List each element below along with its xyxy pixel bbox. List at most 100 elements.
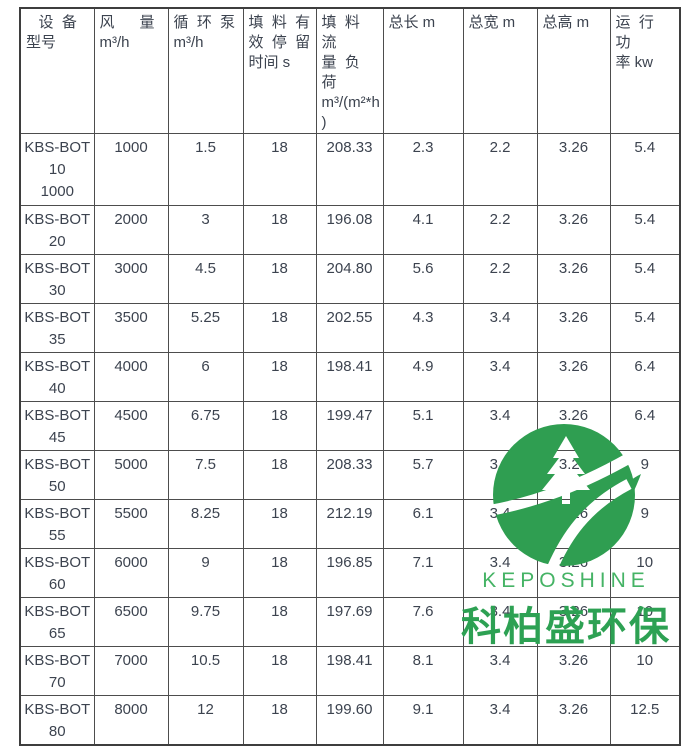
spec-table: 设 备 型号风 量 m³/h 循 环 泵 m³/h 填 料 有 效 停 留 时间 s… <box>19 7 681 746</box>
model-cell: KBS-BOT 60 <box>19 548 95 598</box>
value-cell: 208.33 <box>315 450 384 500</box>
value-cell: 10 <box>609 597 681 647</box>
column-header: 总长 m <box>382 7 464 134</box>
model-cell: KBS-BOT 50 <box>19 450 95 500</box>
column-header: 总宽 m <box>462 7 538 134</box>
table-row: KBS-BOT 65 6500 9.75 18 197.69 7.6 3.4 3.26 10 <box>19 597 681 647</box>
value-cell: 3.26 <box>536 205 611 255</box>
column-header: 运 行 功 率 kw <box>609 7 681 134</box>
value-cell: 3.26 <box>536 499 611 549</box>
value-cell: 5.25 <box>167 303 244 353</box>
value-cell: 2.2 <box>462 254 538 304</box>
value-cell: 3.4 <box>462 499 538 549</box>
value-cell: 208.33 <box>315 133 384 206</box>
table-row: KBS-BOT 70 7000 10.5 18 198.41 8.1 3.4 3.26 10 <box>19 646 681 696</box>
value-cell: 9 <box>609 499 681 549</box>
column-header: 设 备 型号 <box>19 7 95 134</box>
value-cell: 5.4 <box>609 303 681 353</box>
value-cell: 4000 <box>93 352 169 402</box>
value-cell: 5.7 <box>382 450 464 500</box>
value-cell: 4500 <box>93 401 169 451</box>
model-cell: KBS-BOT 20 <box>19 205 95 255</box>
value-cell: 6.4 <box>609 401 681 451</box>
header-row: 设 备 型号风 量 m³/h 循 环 泵 m³/h 填 料 有 效 停 留 时间 s… <box>19 7 681 134</box>
value-cell: 1.5 <box>167 133 244 206</box>
value-cell: 18 <box>242 450 317 500</box>
value-cell: 3.4 <box>462 352 538 402</box>
value-cell: 3.4 <box>462 597 538 647</box>
table-row: KBS-BOT 20 2000 3 18 196.08 4.1 2.2 3.26 5.4 <box>19 205 681 255</box>
value-cell: 5.4 <box>609 205 681 255</box>
value-cell: 12.5 <box>609 695 681 746</box>
value-cell: 18 <box>242 205 317 255</box>
value-cell: 3.26 <box>536 695 611 746</box>
value-cell: 198.41 <box>315 646 384 696</box>
model-cell: KBS-BOT 55 <box>19 499 95 549</box>
value-cell: 6 <box>167 352 244 402</box>
model-cell: KBS-BOT 80 <box>19 695 95 746</box>
value-cell: 2000 <box>93 205 169 255</box>
column-header: 风 量 m³/h <box>93 7 169 134</box>
value-cell: 18 <box>242 254 317 304</box>
value-cell: 4.9 <box>382 352 464 402</box>
value-cell: 198.41 <box>315 352 384 402</box>
value-cell: 196.85 <box>315 548 384 598</box>
value-cell: 10 <box>609 548 681 598</box>
model-cell: KBS-BOT 35 <box>19 303 95 353</box>
value-cell: 3.4 <box>462 401 538 451</box>
value-cell: 18 <box>242 401 317 451</box>
model-cell: KBS-BOT 40 <box>19 352 95 402</box>
table-row: KBS-BOT 55 5500 8.25 18 212.19 6.1 3.4 3.26 9 <box>19 499 681 549</box>
value-cell: 8.25 <box>167 499 244 549</box>
value-cell: 3.4 <box>462 548 538 598</box>
model-cell: KBS-BOT 45 <box>19 401 95 451</box>
value-cell: 3000 <box>93 254 169 304</box>
value-cell: 4.3 <box>382 303 464 353</box>
value-cell: 9.1 <box>382 695 464 746</box>
value-cell: 8000 <box>93 695 169 746</box>
value-cell: 3.26 <box>536 450 611 500</box>
value-cell: 18 <box>242 352 317 402</box>
value-cell: 3500 <box>93 303 169 353</box>
value-cell: 4.1 <box>382 205 464 255</box>
value-cell: 5000 <box>93 450 169 500</box>
value-cell: 199.60 <box>315 695 384 746</box>
value-cell: 18 <box>242 597 317 647</box>
value-cell: 5.6 <box>382 254 464 304</box>
table-row: KBS-BOT 60 6000 9 18 196.85 7.1 3.4 3.26 10 <box>19 548 681 598</box>
value-cell: 6.1 <box>382 499 464 549</box>
table-row: KBS-BOT 50 5000 7.5 18 208.33 5.7 3.4 3.26 9 <box>19 450 681 500</box>
value-cell: 2.2 <box>462 205 538 255</box>
value-cell: 10.5 <box>167 646 244 696</box>
value-cell: 18 <box>242 303 317 353</box>
column-header: 循 环 泵 m³/h <box>167 7 244 134</box>
value-cell: 18 <box>242 695 317 746</box>
value-cell: 9 <box>167 548 244 598</box>
model-cell: KBS-BOT 30 <box>19 254 95 304</box>
value-cell: 18 <box>242 499 317 549</box>
column-header: 填 料 流 量 负 荷 m³/(m²*h ) <box>315 7 384 134</box>
value-cell: 18 <box>242 646 317 696</box>
table-row: KBS-BOT 45 4500 6.75 18 199.47 5.1 3.4 3.26 6.4 <box>19 401 681 451</box>
model-cell: KBS-BOT 10 1000 <box>19 133 95 206</box>
value-cell: 3.26 <box>536 597 611 647</box>
value-cell: 7.6 <box>382 597 464 647</box>
value-cell: 6.75 <box>167 401 244 451</box>
value-cell: 202.55 <box>315 303 384 353</box>
value-cell: 212.19 <box>315 499 384 549</box>
table-row: KBS-BOT 40 4000 6 18 198.41 4.9 3.4 3.26 6.4 <box>19 352 681 402</box>
value-cell: 9.75 <box>167 597 244 647</box>
value-cell: 3.26 <box>536 401 611 451</box>
value-cell: 6.4 <box>609 352 681 402</box>
value-cell: 4.5 <box>167 254 244 304</box>
value-cell: 199.47 <box>315 401 384 451</box>
value-cell: 3.26 <box>536 303 611 353</box>
value-cell: 3.26 <box>536 646 611 696</box>
value-cell: 3.4 <box>462 695 538 746</box>
value-cell: 1000 <box>93 133 169 206</box>
value-cell: 3.26 <box>536 352 611 402</box>
value-cell: 7.5 <box>167 450 244 500</box>
table-row: KBS-BOT 80 8000 12 18 199.60 9.1 3.4 3.26 12.5 <box>19 695 681 746</box>
column-header: 填 料 有 效 停 留 时间 s <box>242 7 317 134</box>
value-cell: 3.4 <box>462 303 538 353</box>
